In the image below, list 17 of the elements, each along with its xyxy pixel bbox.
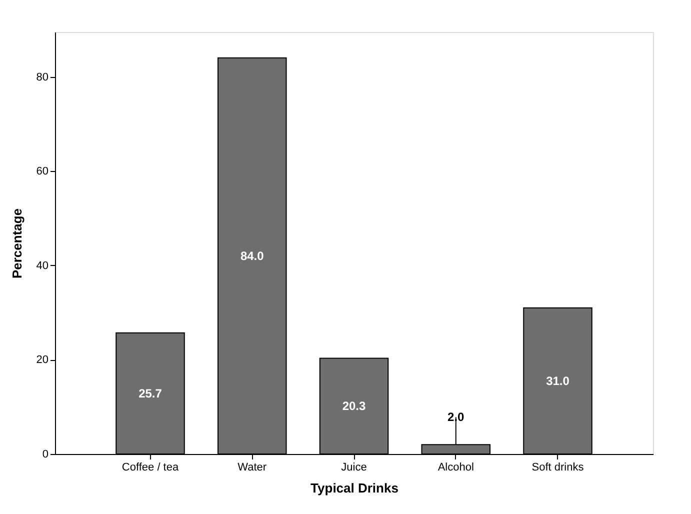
x-tick-label: Juice <box>341 462 367 474</box>
data-label: 31.0 <box>546 374 570 388</box>
y-tick-label: 80 <box>36 71 48 84</box>
y-tick-label: 0 <box>42 448 48 460</box>
data-label: 84.0 <box>240 248 264 263</box>
data-label: 2.0 <box>448 410 465 424</box>
y-tick-label: 20 <box>36 354 48 366</box>
data-label: 20.3 <box>342 399 366 414</box>
x-tick-label: Alcohol <box>438 462 474 474</box>
y-tick-label: 40 <box>36 260 48 272</box>
data-label: 25.7 <box>138 386 162 400</box>
y-tick-label: 60 <box>36 166 48 178</box>
x-tick-label: Coffee / tea <box>122 462 180 474</box>
y-axis-title: Percentage <box>9 208 24 279</box>
x-axis-title: Typical Drinks <box>310 480 398 496</box>
x-tick-label: Soft drinks <box>532 462 584 474</box>
x-tick-label: Water <box>238 462 267 474</box>
